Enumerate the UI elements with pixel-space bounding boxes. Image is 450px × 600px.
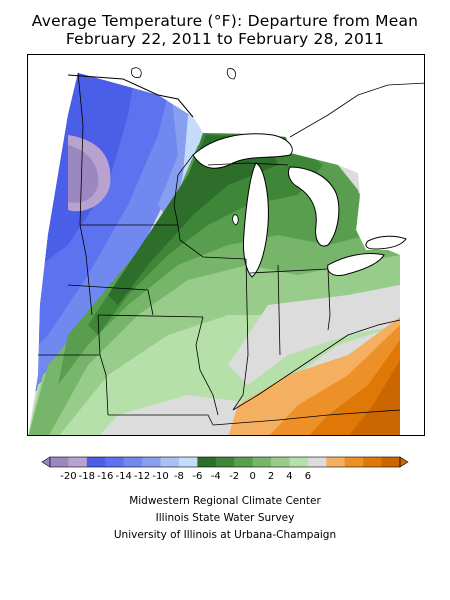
legend-swatch	[344, 457, 364, 467]
legend-swatch	[271, 457, 290, 467]
lake-nipigon	[226, 68, 236, 80]
legend-tick-label: -12	[134, 471, 150, 482]
legend-swatch	[142, 457, 161, 467]
legend-swatch	[105, 457, 124, 467]
legend-tick-label: -10	[152, 471, 168, 482]
shaded-land	[28, 73, 400, 435]
state-boundaries	[38, 72, 401, 426]
legend-swatch	[307, 457, 327, 467]
credit-mrcc: Midwestern Regional Climate Center	[129, 495, 321, 507]
legend-tick-label: -4	[211, 471, 221, 482]
legend-swatch	[381, 457, 401, 467]
legend-tick-label: -6	[192, 471, 202, 482]
legend-swatch	[215, 457, 235, 467]
legend-tick-label: -20	[60, 471, 76, 482]
map-title: Average Temperature (°F): Departure from…	[31, 12, 419, 30]
legend-swatch	[123, 457, 143, 467]
legend-tick-label: 4	[286, 471, 292, 482]
legend-tick-label: 6	[305, 471, 311, 482]
legend-swatch	[252, 457, 272, 467]
color-legend: -20 -18 -16 -14 -12 -10 -8 -6 -4 -2 0 2 4 6	[41, 456, 409, 482]
legend-tick-label: -2	[229, 471, 239, 482]
band-minus-18	[68, 145, 99, 203]
lake-michigan	[243, 162, 269, 278]
legend-tick-label: -8	[174, 471, 184, 482]
legend-tick-label: -16	[97, 471, 113, 482]
legend-swatch	[160, 457, 180, 467]
legend-arrow-low	[41, 456, 51, 468]
us-canada-east-border	[289, 82, 424, 138]
lake-of-the-woods	[131, 67, 142, 78]
legend-tick-label: -14	[116, 471, 132, 482]
credit-uiuc: University of Illinois at Urbana-Champai…	[113, 529, 337, 541]
legend-swatch	[363, 457, 382, 467]
band-plus-8	[348, 360, 400, 435]
near-normal-east	[228, 285, 400, 385]
temperature-departure-map	[27, 54, 425, 436]
legend-swatch	[50, 457, 69, 467]
legend-border	[49, 456, 401, 468]
lake-superior	[192, 133, 293, 169]
legend-swatch	[86, 457, 106, 467]
map-date-range: February 22, 2011 to February 28, 2011	[65, 30, 385, 48]
legend-swatch	[197, 457, 217, 467]
legend-swatch	[68, 457, 88, 467]
credit-isws: Illinois State Water Survey	[155, 512, 295, 524]
legend-swatch	[289, 457, 309, 467]
band-minus-12-green	[108, 135, 278, 305]
canada-border	[67, 74, 194, 118]
lake-erie	[327, 252, 385, 276]
lake-winnebago	[232, 214, 239, 226]
legend-tick-label: 0	[249, 471, 255, 482]
band-minus-8	[58, 135, 368, 385]
legend-tick-label: 2	[268, 471, 274, 482]
legend-swatch	[326, 457, 346, 467]
legend-tick-label: -18	[79, 471, 95, 482]
map-canvas	[28, 67, 424, 435]
legend-swatch	[178, 457, 198, 467]
legend-swatch	[234, 457, 253, 467]
lake-huron	[287, 166, 340, 247]
legend-arrow-high	[399, 456, 409, 468]
lake-ontario	[365, 235, 407, 250]
